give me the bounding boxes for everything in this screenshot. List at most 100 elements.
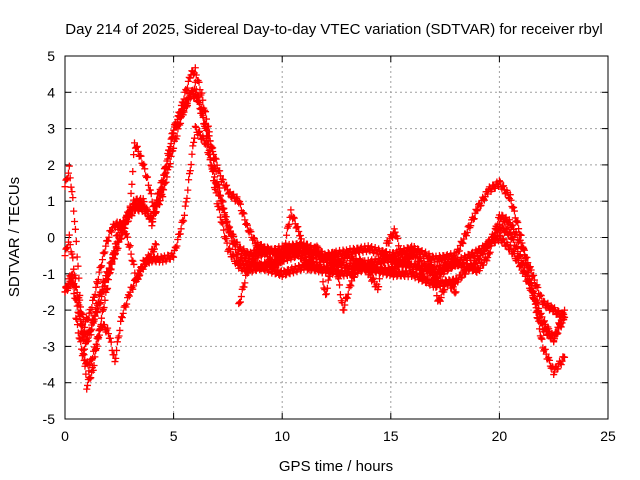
data-point <box>331 251 339 259</box>
data-point <box>340 306 348 314</box>
data-point <box>100 304 108 312</box>
data-point <box>177 225 185 233</box>
data-point <box>123 233 131 241</box>
data-point <box>242 220 250 228</box>
data-point <box>343 294 351 302</box>
data-point <box>520 245 528 253</box>
data-point <box>115 332 123 340</box>
y-tick-label: 3 <box>47 121 55 137</box>
data-point <box>98 288 106 296</box>
data-point <box>156 185 164 193</box>
data-point <box>327 268 335 276</box>
data-point <box>195 98 203 106</box>
data-point <box>107 338 115 346</box>
data-point <box>553 329 561 337</box>
data-point <box>210 166 218 174</box>
data-point <box>396 247 404 255</box>
data-point <box>77 338 85 346</box>
data-point <box>516 251 524 259</box>
data-point <box>159 178 167 186</box>
data-point <box>222 235 230 243</box>
data-point <box>112 243 120 251</box>
data-point <box>233 251 241 259</box>
data-point <box>202 108 210 116</box>
data-point <box>538 313 546 321</box>
data-point <box>82 370 90 378</box>
data-point <box>336 281 344 289</box>
data-point <box>174 235 182 243</box>
data-point <box>219 176 227 184</box>
data-point <box>505 228 513 236</box>
data-point <box>66 241 74 249</box>
data-point <box>513 217 521 225</box>
y-tick-label: -2 <box>43 302 56 318</box>
data-point <box>79 350 87 358</box>
data-point <box>415 263 423 271</box>
data-point <box>240 210 248 218</box>
data-point <box>94 298 102 306</box>
data-point <box>534 299 542 307</box>
data-point <box>554 365 562 373</box>
data-point <box>170 253 178 261</box>
data-point <box>100 321 108 329</box>
data-point <box>544 355 552 363</box>
x-tick-label: 5 <box>170 428 178 444</box>
data-point <box>520 264 528 272</box>
data-point <box>161 170 169 178</box>
data-point <box>206 150 214 158</box>
data-point <box>97 314 105 322</box>
data-point <box>507 196 515 204</box>
data-point <box>101 296 109 304</box>
y-tick-label: -4 <box>43 375 56 391</box>
data-point <box>230 239 238 247</box>
data-point <box>560 310 568 318</box>
data-point <box>533 314 541 322</box>
data-point <box>130 282 138 290</box>
data-point <box>176 230 184 238</box>
data-point <box>494 228 502 236</box>
data-point <box>70 207 78 215</box>
data-point <box>146 186 154 194</box>
data-point <box>527 279 535 287</box>
data-point <box>105 233 113 241</box>
data-point <box>155 190 163 198</box>
data-point <box>195 127 203 135</box>
data-point <box>278 258 286 266</box>
data-point <box>151 240 159 248</box>
data-point <box>250 234 258 242</box>
data-point <box>103 286 111 294</box>
data-point <box>87 331 95 339</box>
data-point <box>498 211 506 219</box>
data-point <box>61 288 69 296</box>
data-point <box>136 271 144 279</box>
data-point <box>556 320 564 328</box>
data-point <box>72 237 80 245</box>
data-point <box>116 326 124 334</box>
data-point <box>437 294 445 302</box>
data-point <box>211 173 219 181</box>
data-point <box>534 283 542 291</box>
data-point <box>333 268 341 276</box>
data-point <box>556 319 564 327</box>
data-point <box>111 251 119 259</box>
data-point <box>94 301 102 309</box>
data-point <box>437 257 445 265</box>
data-point <box>235 300 243 308</box>
data-point <box>545 325 553 333</box>
data-point <box>397 249 405 257</box>
data-point <box>240 283 248 291</box>
data-point <box>70 265 78 273</box>
data-point <box>289 269 297 277</box>
data-point <box>425 254 433 262</box>
data-point <box>496 178 504 186</box>
data-point <box>65 231 73 239</box>
data-point <box>510 207 518 215</box>
data-point <box>290 214 298 222</box>
data-point <box>422 264 430 272</box>
data-point <box>474 206 482 214</box>
data-point <box>213 180 221 188</box>
data-point <box>236 298 244 306</box>
data-point <box>191 122 199 130</box>
data-point <box>436 297 444 305</box>
